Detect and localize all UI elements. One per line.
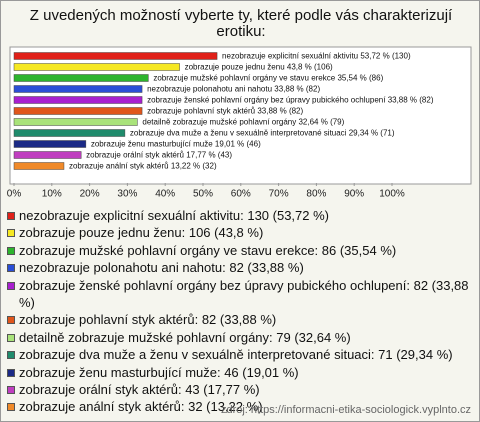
legend-swatch <box>7 281 15 290</box>
legend-item: zobrazuje ženu masturbující muže: 46 (19… <box>7 364 473 381</box>
legend-swatch <box>7 403 15 412</box>
legend-label: detailně zobrazuje mužské pohlavní orgán… <box>19 329 351 345</box>
legend-item: zobrazuje ženské pohlavní orgány bez úpr… <box>7 277 473 312</box>
x-tick-label: 50% <box>193 189 213 200</box>
chart: 0% 10% 20% 30% 40% 50% 60% 70% 80% 90% 100% nezobra… <box>7 46 472 200</box>
bar-label: zobrazuje anální styk aktérů 13,22 % (32… <box>69 162 217 171</box>
bar <box>13 63 180 71</box>
value-label: 17,77 % (43) <box>186 151 232 160</box>
bar-label: zobrazuje ženské pohlavní orgány bez úpr… <box>147 96 434 105</box>
value-label: 33,88 % (82) <box>257 107 303 116</box>
legend-item: zobrazuje pohlavní styk aktérů: 82 (33,8… <box>7 311 473 328</box>
x-tick-label: 20% <box>80 189 100 200</box>
legend-label: zobrazuje dva muže a ženu v sexuálně int… <box>19 347 453 363</box>
bar <box>13 85 143 93</box>
legend-swatch <box>7 229 15 238</box>
legend-label: nezobrazuje explicitní sexuální aktivitu… <box>19 208 330 223</box>
legend-swatch <box>7 264 15 273</box>
legend-swatch <box>7 212 15 220</box>
bar-category: nezobrazuje explicitní sexuální aktivitu <box>222 52 358 61</box>
legend-label: nezobrazuje polonahotu ani nahotu: 82 (3… <box>19 260 304 276</box>
legend-item: zobrazuje mužské pohlavní orgány ve stav… <box>7 242 473 259</box>
legend-swatch <box>7 316 15 325</box>
bar <box>13 107 143 115</box>
source: zdroj: https://informacni-etika-sociolog… <box>220 404 471 416</box>
legend-swatch <box>7 333 15 342</box>
value-label: 13,22 % (32) <box>171 162 217 171</box>
bar-category: zobrazuje pohlavní styk aktérů <box>147 107 255 116</box>
bar <box>13 74 149 82</box>
bar <box>13 96 143 104</box>
x-tick-label: 40% <box>155 189 175 200</box>
x-tick-label: 80% <box>306 189 326 200</box>
x-tick-label: 10% <box>42 189 62 200</box>
bar-category: detailně zobrazuje mužské pohlavní orgán… <box>142 118 296 127</box>
bar-label: nezobrazuje explicitní sexuální aktivitu… <box>222 52 411 61</box>
bar <box>13 118 138 126</box>
value-label: 53,72 % (130) <box>360 52 411 61</box>
bar-label: zobrazuje mužské pohlavní orgány ve stav… <box>153 74 383 83</box>
bar-category: nezobrazuje polonahotu ani nahotu <box>147 85 272 94</box>
bar <box>13 162 65 170</box>
x-tick-label: 100% <box>379 189 405 200</box>
value-label: 19,01 % (46) <box>215 140 261 149</box>
bar-category: zobrazuje orální styk aktérů <box>86 151 184 160</box>
legend-swatch <box>7 351 15 360</box>
bar-label: nezobrazuje polonahotu ani nahotu 33,88 … <box>147 85 320 94</box>
legend-item: zobrazuje pouze jednu ženu: 106 (43,8 %) <box>7 224 473 241</box>
legend-swatch <box>7 386 15 395</box>
chart-title: Z uvedených možností vyberte ty, které p… <box>29 7 453 40</box>
bar-label: zobrazuje pohlavní styk aktérů 33,88 % (… <box>147 107 303 116</box>
bar-label: zobrazuje ženu masturbující muže 19,01 %… <box>91 140 261 149</box>
legend-label: zobrazuje ženské pohlavní orgány bez úpr… <box>19 277 469 311</box>
legend-item: zobrazuje dva muže a ženu v sexuálně int… <box>7 346 473 363</box>
bar-category: zobrazuje mužské pohlavní orgány ve stav… <box>153 74 335 83</box>
bar-category: zobrazuje dva muže a ženu v sexuálně int… <box>130 129 347 138</box>
bar-label: zobrazuje dva muže a ženu v sexuálně int… <box>130 129 395 138</box>
legend-label: zobrazuje pohlavní styk aktérů: 82 (33,8… <box>19 312 277 328</box>
bar <box>13 52 218 60</box>
legend-item: nezobrazuje explicitní sexuální aktivitu… <box>7 207 473 224</box>
value-label: 33,88 % (82) <box>274 85 320 94</box>
x-tick-label: 30% <box>117 189 137 200</box>
bar-category: zobrazuje anální styk aktérů <box>69 162 169 171</box>
legend-swatch <box>7 246 15 255</box>
value-label: 33,88 % (82) <box>388 96 434 105</box>
value-label: 35,54 % (86) <box>337 74 383 83</box>
legend-item: zobrazuje orální styk aktérů: 43 (17,77 … <box>7 381 473 398</box>
legend-label: zobrazuje anální styk aktérů: 32 (13,22 … <box>19 399 263 415</box>
bar <box>13 129 126 137</box>
bar <box>13 151 82 159</box>
bar-category: zobrazuje ženské pohlavní orgány bez úpr… <box>147 96 386 105</box>
bar-category: zobrazuje ženu masturbující muže <box>91 140 213 149</box>
legend-swatch <box>7 368 15 377</box>
x-tick-label: 90% <box>344 189 364 200</box>
bar-label: zobrazuje orální styk aktérů 17,77 % (43… <box>86 151 232 160</box>
value-label: 32,64 % (79) <box>298 118 344 127</box>
bar-label: zobrazuje pouze jednu ženu 43,8 % (106) <box>185 63 333 72</box>
x-tick-label: 70% <box>269 189 289 200</box>
legend-item: detailně zobrazuje mužské pohlavní orgán… <box>7 329 473 346</box>
x-tick-label: 60% <box>231 189 251 200</box>
x-tick-label: 0% <box>7 189 22 200</box>
bar-label: detailně zobrazuje mužské pohlavní orgán… <box>142 118 344 127</box>
legend-item: zobrazuje anální styk aktérů: 32 (13,22 … <box>7 398 473 415</box>
value-label: 29,34 % (71) <box>349 129 395 138</box>
bar-category: zobrazuje pouze jednu ženu <box>185 63 285 72</box>
value-label: 43,8 % (106) <box>287 63 333 72</box>
legend-item: nezobrazuje polonahotu ani nahotu: 82 (3… <box>7 259 473 276</box>
legend: nezobrazuje explicitní sexuální aktivitu… <box>7 207 473 416</box>
legend-label: zobrazuje ženu masturbující muže: 46 (19… <box>19 364 299 380</box>
legend-label: zobrazuje orální styk aktérů: 43 (17,77 … <box>19 382 260 398</box>
legend-label: zobrazuje pouze jednu ženu: 106 (43,8 %) <box>19 225 264 241</box>
bar <box>13 140 87 148</box>
legend-label: zobrazuje mužské pohlavní orgány ve stav… <box>19 242 397 258</box>
